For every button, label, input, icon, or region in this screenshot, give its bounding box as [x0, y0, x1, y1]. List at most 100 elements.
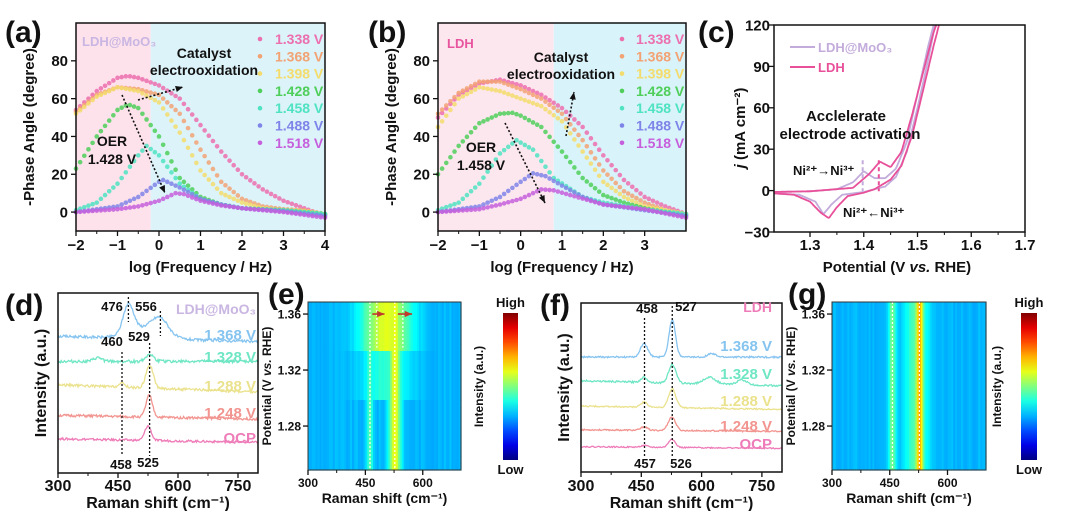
data-point: [654, 200, 660, 205]
heatmap-cell: [868, 421, 872, 429]
heatmap-cell: [344, 344, 347, 352]
heatmap-cell: [449, 351, 453, 359]
heatmap-cell: [413, 365, 416, 373]
heatmap-cell: [957, 428, 960, 436]
heatmap-cell: [313, 435, 317, 443]
heatmap-cell: [832, 372, 835, 380]
heatmap-cell: [982, 358, 985, 366]
heatmap-cell: [407, 379, 410, 387]
heatmap-cell: [943, 330, 947, 338]
data-point: [596, 173, 602, 179]
heatmap-cell: [336, 421, 340, 429]
series-1518V: [73, 190, 328, 221]
heatmap-cell: [338, 309, 342, 317]
x-tick-label: 300: [568, 478, 595, 495]
heatmap-cell: [344, 337, 347, 345]
heatmap-cell: [974, 407, 977, 415]
heatmap-cell: [445, 365, 449, 373]
heatmap-cell: [870, 407, 874, 415]
heatmap-cell: [949, 309, 952, 317]
heatmap-cell: [443, 400, 447, 408]
heatmap-cell: [953, 330, 956, 338]
heatmap-cell: [369, 330, 372, 338]
heatmap-cell: [334, 407, 338, 415]
heatmap-cell: [388, 323, 391, 331]
heatmap-cell: [930, 421, 933, 429]
heatmap-cell: [334, 316, 338, 324]
heatmap-cell: [914, 323, 918, 331]
heatmap-cell: [937, 407, 941, 415]
heatmap-cell: [849, 414, 852, 422]
heatmap-cell: [953, 323, 956, 331]
heatmap-cell: [939, 386, 943, 394]
heatmap-cell: [941, 449, 945, 457]
heatmap-cell: [920, 442, 924, 450]
heatmap-cell: [876, 379, 879, 387]
heatmap-cell: [350, 351, 353, 359]
heatmap-cell: [323, 442, 326, 450]
heatmap-cell: [415, 393, 418, 401]
data-point: [198, 147, 203, 152]
heatmap-cell: [862, 442, 866, 450]
heatmap-cell: [928, 309, 931, 317]
heatmap-cell: [422, 372, 426, 380]
heatmap-cell: [866, 309, 870, 317]
heatmap-cell: [864, 344, 868, 352]
heatmap-cell: [937, 386, 941, 394]
heatmap-cell: [415, 358, 418, 366]
heatmap-cell: [857, 463, 860, 471]
heatmap-cell: [447, 302, 451, 310]
heatmap-cell: [843, 463, 847, 471]
heatmap-cell: [889, 365, 893, 373]
heatmap-cell: [451, 400, 454, 408]
heatmap-cell: [901, 386, 904, 394]
heatmap-cell: [968, 344, 972, 352]
heatmap-cell: [384, 456, 388, 464]
heatmap-cell: [874, 316, 877, 324]
heatmap-cell: [365, 351, 368, 359]
heatmap-cell: [866, 337, 870, 345]
heatmap-cell: [384, 323, 388, 331]
heatmap-cell: [939, 393, 943, 401]
heatmap-cell: [411, 372, 414, 380]
heatmap-cell: [418, 337, 422, 345]
heatmap-cell: [899, 428, 902, 436]
heatmap-cell: [982, 435, 985, 443]
heatmap-cell: [327, 330, 330, 338]
heatmap-cell: [932, 421, 935, 429]
heatmap-cell: [308, 435, 311, 443]
heatmap-cell: [413, 449, 416, 457]
data-point: [646, 207, 652, 213]
heatmap-cell: [455, 449, 458, 457]
heatmap-cell: [895, 372, 899, 380]
heatmap-cell: [397, 400, 401, 408]
heatmap-cell: [359, 365, 363, 373]
heatmap-cell: [980, 414, 983, 422]
heatmap-cell: [348, 407, 351, 415]
heatmap-cell: [426, 351, 430, 359]
heatmap-cell: [330, 358, 334, 366]
data-point: [448, 154, 453, 160]
heatmap-cell: [841, 337, 845, 345]
heatmap-cell: [953, 358, 956, 366]
heatmap-cell: [432, 442, 435, 450]
heatmap-cell: [835, 344, 839, 352]
heatmap-cell: [909, 428, 912, 436]
heatmap-cell: [939, 316, 943, 324]
heatmap-cell: [914, 365, 918, 373]
heatmap-cell: [380, 463, 384, 471]
heatmap-cell: [858, 351, 862, 359]
heatmap-cell: [355, 421, 359, 429]
heatmap-cell: [857, 393, 860, 401]
heatmap-cell: [926, 393, 929, 401]
heatmap-cell: [447, 344, 451, 352]
heatmap-cell: [974, 463, 977, 471]
heatmap-cell: [901, 456, 904, 464]
heatmap-cell: [922, 323, 925, 331]
heatmap-cell: [901, 372, 904, 380]
heatmap-cell: [359, 400, 363, 408]
heatmap-cell: [980, 456, 983, 464]
heatmap-cell: [321, 302, 324, 310]
heatmap-cell: [313, 351, 317, 359]
data-point: [252, 181, 257, 186]
